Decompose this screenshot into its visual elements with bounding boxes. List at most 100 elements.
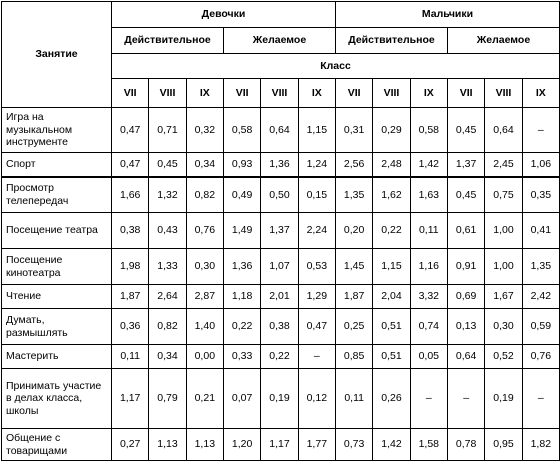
- value-cell: 0,22: [260, 344, 299, 369]
- value-cell: 0,11: [409, 212, 448, 249]
- value-cell: 1,36: [260, 152, 299, 178]
- value-cell: 0,71: [148, 107, 187, 153]
- table-row: Просмотр телепередач 1,66 1,32 0,82 0,49 0,50…: [1, 176, 560, 213]
- value-cell: 0,25: [334, 308, 374, 345]
- table-row: Игра на музыкальном инструменте 0,47 0,71 0…: [1, 107, 560, 153]
- value-cell: 2,64: [148, 284, 187, 309]
- value-cell: 0,45: [148, 152, 187, 178]
- value-cell: 1,77: [297, 428, 336, 461]
- value-cell: 1,37: [446, 152, 486, 178]
- grade-header: IX: [185, 78, 224, 108]
- activity-label: Общение с товарищами: [1, 428, 112, 461]
- table-row: Посещение кинотеатра 1,98 1,33 0,30 1,36 1,07…: [1, 248, 560, 285]
- value-cell: 3,32: [409, 284, 448, 309]
- value-cell: 1,63: [409, 176, 448, 213]
- table-row: Посещение театра 0,38 0,43 0,76 1,49 1,37 2,24…: [1, 212, 560, 249]
- activity-label: Чтение: [1, 284, 112, 309]
- value-cell: 0,95: [484, 428, 523, 461]
- grade-header: IX: [521, 78, 560, 108]
- grade-header: VII: [446, 78, 486, 108]
- table-row: Общение с товарищами 0,27 1,13 1,13 1,20 1,17…: [1, 428, 560, 461]
- value-cell: 1,24: [297, 152, 336, 178]
- activity-label: Думать, размышлять: [1, 308, 112, 345]
- value-cell: –: [521, 107, 560, 153]
- grade-header: IX: [297, 78, 336, 108]
- grade-header: VII: [222, 78, 262, 108]
- grade-header-row: VII VIII IX VII VIII IX VII VIII IX VII …: [2, 78, 560, 108]
- boys-desired-header: Желаемое: [446, 27, 560, 54]
- value-cell: 1,98: [110, 248, 150, 285]
- value-cell: 0,20: [334, 212, 374, 249]
- value-cell: 2,45: [484, 152, 523, 178]
- value-cell: 1,20: [222, 428, 262, 461]
- value-cell: 1,42: [372, 428, 411, 461]
- value-cell: 0,64: [260, 107, 299, 153]
- value-cell: 1,17: [260, 428, 299, 461]
- value-cell: 1,45: [334, 248, 374, 285]
- value-cell: 2,87: [185, 284, 224, 309]
- value-cell: 1,07: [260, 248, 299, 285]
- value-cell: 0,78: [446, 428, 486, 461]
- value-cell: 1,62: [372, 176, 411, 213]
- value-cell: 0,47: [110, 152, 150, 178]
- value-cell: 1,36: [222, 248, 262, 285]
- value-cell: 1,13: [185, 428, 224, 461]
- activity-label: Посещение театра: [1, 212, 112, 249]
- value-cell: 1,15: [372, 248, 411, 285]
- grade-header: VII: [110, 78, 150, 108]
- value-cell: 0,30: [185, 248, 224, 285]
- value-cell: 0,93: [222, 152, 262, 178]
- value-cell: 0,91: [446, 248, 486, 285]
- value-cell: 1,40: [185, 308, 224, 345]
- value-cell: 2,56: [334, 152, 374, 178]
- girls-header: Девочки: [111, 1, 336, 28]
- value-cell: 0,31: [334, 107, 374, 153]
- value-cell: 0,69: [446, 284, 486, 309]
- activity-label: Мастерить: [1, 344, 112, 369]
- grade-header: IX: [409, 78, 448, 108]
- value-cell: 0,05: [409, 344, 448, 369]
- value-cell: 0,45: [446, 176, 486, 213]
- value-cell: 1,87: [334, 284, 374, 309]
- activity-label: Просмотр телепередач: [1, 176, 112, 213]
- value-cell: 2,04: [372, 284, 411, 309]
- value-cell: 0,34: [148, 344, 187, 369]
- value-cell: 0,47: [110, 107, 150, 153]
- activity-label: Игра на музыкальном инструменте: [1, 107, 112, 153]
- value-cell: 2,48: [372, 152, 411, 178]
- value-cell: 0,64: [484, 107, 523, 153]
- value-cell: 0,22: [222, 308, 262, 345]
- value-cell: 0,50: [260, 176, 299, 213]
- value-cell: 0,22: [372, 212, 411, 249]
- value-cell: 0,51: [372, 344, 411, 369]
- value-cell: 0,29: [372, 107, 411, 153]
- value-cell: 0,75: [484, 176, 523, 213]
- value-cell: 0,35: [521, 176, 560, 213]
- value-cell: 0,47: [297, 308, 336, 345]
- value-cell: 0,21: [185, 368, 224, 429]
- boys-actual-header: Действительное: [334, 27, 448, 54]
- value-cell: 0,58: [222, 107, 262, 153]
- girls-actual-header: Действительное: [111, 27, 224, 54]
- value-cell: 1,66: [110, 176, 150, 213]
- value-cell: 0,82: [148, 308, 187, 345]
- value-cell: 1,67: [484, 284, 523, 309]
- value-cell: 0,59: [521, 308, 560, 345]
- value-cell: 0,82: [185, 176, 224, 213]
- value-cell: 1,82: [521, 428, 560, 461]
- value-cell: 1,87: [110, 284, 150, 309]
- table-row: Принимать участие в делах класса, школы 1…: [1, 368, 560, 429]
- table-row: Мастерить 0,11 0,34 0,00 0,33 0,22–0,85 0,51 0,…: [1, 344, 560, 369]
- value-cell: –: [521, 368, 560, 429]
- value-cell: 0,32: [185, 107, 224, 153]
- value-cell: 1,13: [148, 428, 187, 461]
- value-cell: 1,06: [521, 152, 560, 178]
- table-body: Игра на музыкальном инструменте 0,47 0,71 0…: [1, 107, 560, 461]
- value-cell: 0,76: [521, 344, 560, 369]
- value-cell: 0,11: [334, 368, 374, 429]
- value-cell: 0,27: [110, 428, 150, 461]
- value-cell: 0,74: [409, 308, 448, 345]
- value-cell: 0,34: [185, 152, 224, 178]
- value-cell: 0,64: [446, 344, 486, 369]
